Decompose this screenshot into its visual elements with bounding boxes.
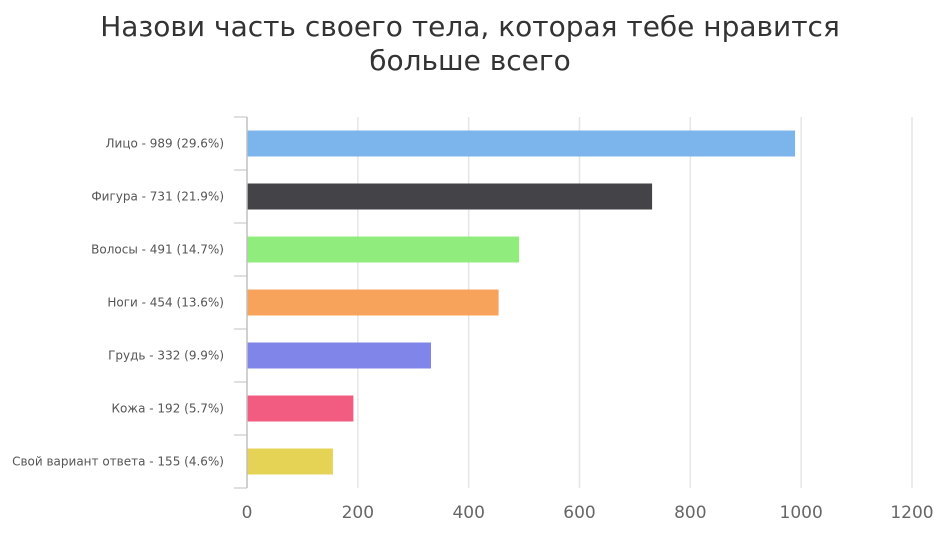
- category-label: Грудь - 332 (9.9%): [108, 349, 224, 363]
- category-label: Ноги - 454 (13.6%): [107, 296, 224, 310]
- bar: [247, 448, 333, 475]
- x-tick-label: 1000: [780, 503, 823, 523]
- x-axis-tick-labels: 0 200 400 600 800 1000 1200: [242, 503, 934, 523]
- chart-title: Назови часть своего тела, которая тебе н…: [100, 10, 840, 77]
- bar: [247, 342, 431, 369]
- x-tick-label: 400: [452, 503, 484, 523]
- category-label: Фигура - 731 (21.9%): [91, 190, 224, 204]
- bar: [247, 236, 520, 263]
- x-tick-label: 600: [563, 503, 595, 523]
- x-tick-label: 800: [674, 503, 706, 523]
- bar: [247, 289, 499, 316]
- category-labels: Лицо - 989 (29.6%) Фигура - 731 (21.9%) Во…: [12, 137, 224, 469]
- category-label: Свой вариант ответа - 155 (4.6%): [12, 455, 224, 469]
- bar: [247, 183, 653, 210]
- x-tick-label: 200: [342, 503, 374, 523]
- x-tick-label: 0: [242, 503, 253, 523]
- category-label: Волосы - 491 (14.7%): [91, 243, 224, 257]
- category-label: Кожа - 192 (5.7%): [111, 402, 224, 416]
- bar: [247, 395, 354, 422]
- category-ticks: [234, 116, 247, 489]
- x-tick-label: 1200: [890, 503, 933, 523]
- bar: [247, 130, 796, 157]
- bars: [247, 130, 796, 475]
- category-label: Лицо - 989 (29.6%): [106, 137, 225, 151]
